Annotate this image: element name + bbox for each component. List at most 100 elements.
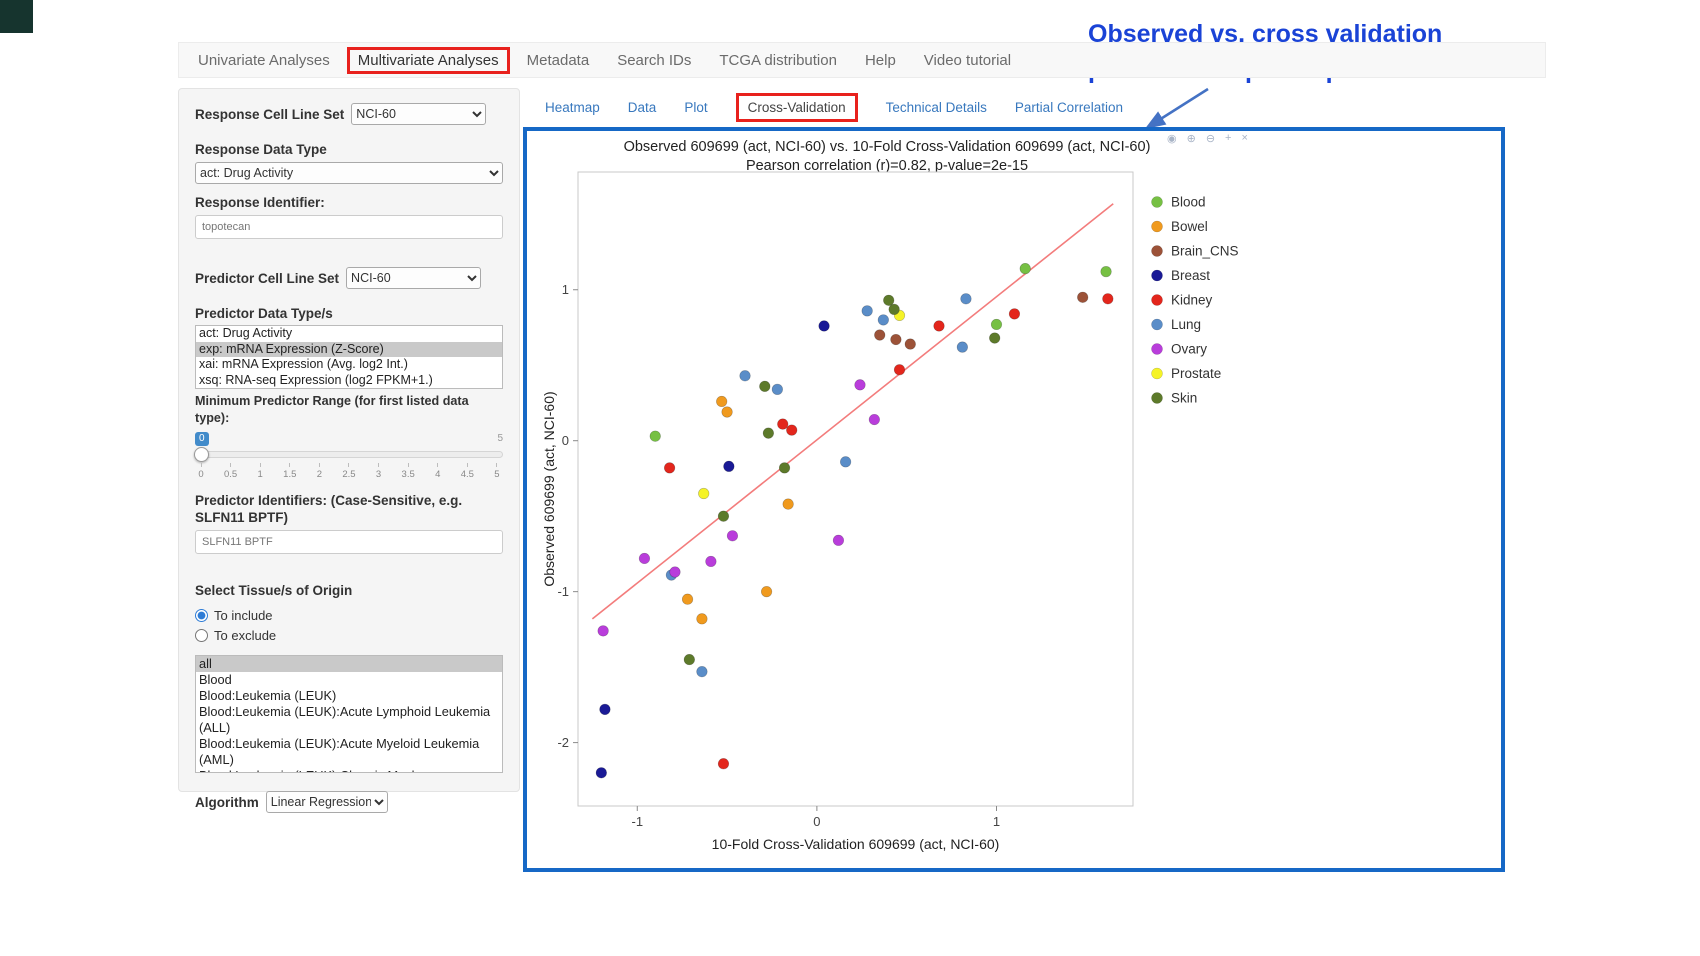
scatter-point-kidney[interactable]: [1008, 308, 1021, 320]
scatter-point-brain-cns[interactable]: [890, 333, 902, 346]
response-identifier-input[interactable]: [195, 215, 503, 239]
nav-video-tutorial[interactable]: Video tutorial: [923, 51, 1012, 69]
scatter-point-kidney[interactable]: [664, 462, 676, 474]
option-xai-mrna-expression-avg-log2-int[interactable]: xai: mRNA Expression (Avg. log2 Int.): [199, 357, 408, 371]
predictor-data-types-listbox[interactable]: act: Drug Activity exp: mRNA Expression (…: [195, 325, 503, 389]
scatter-point-lung[interactable]: [960, 293, 972, 305]
scatter-point-ovary[interactable]: [669, 566, 681, 578]
scatter-point-brain-cns[interactable]: [1077, 291, 1089, 303]
legend-item-kidney[interactable]: Kidney: [1151, 293, 1213, 308]
legend-item-prostate[interactable]: Prostate: [1151, 366, 1222, 381]
option-blood[interactable]: Blood: [199, 672, 232, 687]
option-exp-mrna-expression-z-score[interactable]: exp: mRNA Expression (Z-Score): [196, 341, 502, 357]
option-blood-leukemia-leuk[interactable]: Blood:Leukemia (LEUK): [199, 688, 337, 703]
scatter-point-blood[interactable]: [1100, 266, 1112, 278]
tab-partial-correlation[interactable]: Partial Correlation: [1014, 100, 1123, 115]
scatter-point-lung[interactable]: [956, 341, 968, 353]
scatter-point-blood[interactable]: [649, 430, 661, 442]
tissue-listbox[interactable]: all Blood Blood:Leukemia (LEUK) Blood:Leuke…: [195, 655, 503, 773]
scatter-point-bowel[interactable]: [760, 586, 773, 598]
response-cell-line-set-select[interactable]: NCI-60: [351, 103, 487, 125]
scatter-point-skin[interactable]: [989, 332, 1001, 344]
response-data-type-select[interactable]: act: Drug Activity: [195, 162, 503, 184]
scatter-chart[interactable]: -1 0 1 -2 -1 0 1 Blood Bowel Brain_CNS Breast Kidne…: [527, 131, 1501, 868]
scatter-point-ovary[interactable]: [726, 530, 739, 542]
scatter-point-breast[interactable]: [723, 460, 735, 472]
option-act-drug-activity[interactable]: act: Drug Activity: [199, 326, 293, 340]
scatter-point-bowel[interactable]: [716, 395, 728, 408]
scatter-point-skin[interactable]: [717, 510, 730, 522]
min-predictor-range-slider[interactable]: 0 5 0 0.5 1 1.5 2 2.5 3 3.5 4 4.5 5: [194, 432, 503, 486]
tab-data[interactable]: Data: [627, 100, 657, 115]
scatter-point-skin[interactable]: [683, 653, 695, 666]
scatter-point-ovary[interactable]: [705, 555, 717, 568]
scatter-point-lung[interactable]: [861, 305, 873, 317]
tab-technical-details[interactable]: Technical Details: [885, 100, 987, 115]
predictor-cell-line-set-select[interactable]: NCI-60: [346, 267, 482, 289]
legend-item-ovary[interactable]: Ovary: [1151, 342, 1208, 357]
slider-handle[interactable]: [194, 447, 209, 462]
scatter-point-kidney[interactable]: [933, 320, 945, 332]
radio-to-exclude[interactable]: To exclude: [195, 625, 503, 645]
close-icon[interactable]: ×: [1241, 132, 1248, 144]
option-all[interactable]: all: [196, 656, 502, 672]
option-xsq-rna-seq-expression-log2-fpkm-1[interactable]: xsq: RNA-seq Expression (log2 FPKM+1.): [199, 372, 433, 387]
legend-item-lung[interactable]: Lung: [1151, 317, 1202, 332]
scatter-point-lung[interactable]: [771, 383, 783, 395]
slider-track[interactable]: [194, 447, 503, 462]
scatter-point-breast[interactable]: [818, 320, 830, 332]
scatter-point-prostate[interactable]: [698, 487, 710, 500]
radio-input-to-exclude[interactable]: [195, 628, 208, 642]
scatter-point-kidney[interactable]: [717, 758, 730, 770]
scatter-point-lung[interactable]: [696, 666, 708, 678]
scatter-point-bowel[interactable]: [721, 406, 733, 418]
camera-icon[interactable]: ◉: [1167, 133, 1177, 145]
zoom-out-icon[interactable]: ⊖: [1205, 133, 1216, 145]
scatter-point-ovary[interactable]: [638, 552, 651, 565]
legend-item-blood[interactable]: Blood: [1151, 195, 1206, 210]
nav-metadata[interactable]: Metadata: [526, 51, 590, 69]
scatter-point-skin[interactable]: [778, 462, 791, 474]
radio-input-to-include[interactable]: [195, 608, 208, 622]
legend-item-breast[interactable]: Breast: [1151, 268, 1211, 283]
scatter-point-bowel[interactable]: [681, 593, 694, 605]
scatter-point-kidney[interactable]: [1102, 293, 1114, 305]
scatter-point-skin[interactable]: [762, 427, 774, 439]
scatter-point-lung[interactable]: [739, 370, 751, 382]
scatter-point-ovary[interactable]: [854, 379, 866, 391]
scatter-point-skin[interactable]: [888, 303, 900, 315]
nav-univariate-analyses[interactable]: Univariate Analyses: [198, 51, 330, 69]
nav-multivariate-analyses[interactable]: Multivariate Analyses: [346, 46, 510, 74]
option-blood-leukemia-leuk-acute-lymphoid-leukemia-all[interactable]: Blood:Leukemia (LEUK):Acute Lymphoid Leu…: [199, 704, 491, 735]
scatter-point-kidney[interactable]: [893, 364, 906, 376]
scatter-point-breast[interactable]: [595, 767, 607, 779]
legend-item-brain-cns[interactable]: Brain_CNS: [1151, 244, 1239, 259]
scatter-point-bowel[interactable]: [782, 498, 794, 510]
option-blood-leukemia-leuk-acute-myeloid-leukemia-aml[interactable]: Blood:Leukemia (LEUK):Acute Myeloid Leuk…: [199, 736, 480, 767]
nav-search-ids[interactable]: Search IDs: [617, 51, 692, 69]
scatter-point-skin[interactable]: [759, 380, 771, 392]
nav-tcga-distribution[interactable]: TCGA distribution: [719, 51, 837, 69]
scatter-point-lung[interactable]: [840, 456, 852, 468]
scatter-point-blood[interactable]: [990, 318, 1003, 331]
scatter-point-blood[interactable]: [1019, 263, 1031, 275]
scatter-point-lung[interactable]: [877, 314, 889, 326]
tab-heatmap[interactable]: Heatmap: [545, 100, 600, 115]
legend-item-bowel[interactable]: Bowel: [1151, 219, 1208, 234]
scatter-point-ovary[interactable]: [832, 534, 845, 546]
tab-plot[interactable]: Plot: [684, 100, 708, 115]
scatter-point-brain-cns[interactable]: [874, 329, 886, 341]
plot-panel[interactable]: [577, 171, 1134, 807]
scatter-point-bowel[interactable]: [696, 613, 708, 625]
scatter-point-kidney[interactable]: [786, 424, 798, 436]
nav-help[interactable]: Help: [864, 51, 896, 69]
algorithm-select[interactable]: Linear Regression: [265, 791, 388, 813]
scatter-point-skin[interactable]: [883, 294, 895, 306]
pan-icon[interactable]: +: [1225, 132, 1232, 144]
scatter-point-brain-cns[interactable]: [904, 338, 916, 350]
scatter-point-ovary[interactable]: [597, 625, 609, 637]
predictor-identifiers-input[interactable]: [195, 530, 503, 554]
scatter-point-kidney[interactable]: [777, 418, 789, 430]
option-blood-leukemia-leuk-chronic-myelogenous-leukemia-cml[interactable]: Blood:Leukemia (LEUK):Chronic Myelogenou…: [196, 768, 502, 772]
scatter-point-ovary[interactable]: [868, 413, 880, 426]
